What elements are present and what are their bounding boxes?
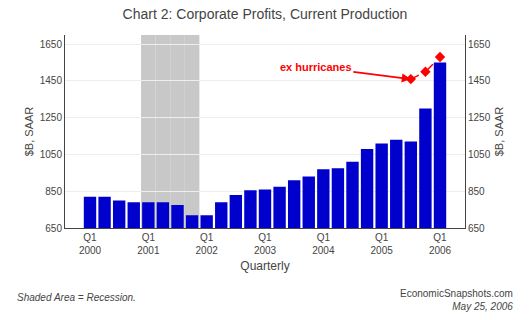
svg-text:Q12006: Q12006 (429, 232, 452, 256)
svg-text:$B, SAAR: $B, SAAR (23, 107, 35, 157)
svg-text:Q12002: Q12002 (196, 232, 219, 256)
svg-text:Q12001: Q12001 (137, 232, 160, 256)
svg-text:1050: 1050 (468, 149, 491, 160)
svg-text:650: 650 (468, 223, 485, 234)
svg-text:1050: 1050 (40, 149, 63, 160)
svg-text:850: 850 (45, 186, 62, 197)
svg-text:$B, SAAR: $B, SAAR (493, 107, 505, 157)
svg-text:1250: 1250 (468, 112, 491, 123)
svg-text:850: 850 (468, 186, 485, 197)
svg-text:Quarterly: Quarterly (240, 259, 289, 273)
svg-text:1650: 1650 (468, 39, 491, 50)
svg-text:1450: 1450 (468, 75, 491, 86)
svg-text:Q12000: Q12000 (79, 232, 102, 256)
svg-text:1650: 1650 (40, 39, 63, 50)
svg-text:Q12004: Q12004 (312, 232, 335, 256)
svg-text:1250: 1250 (40, 112, 63, 123)
svg-text:1450: 1450 (40, 75, 63, 86)
svg-text:Shaded Area = Recession.: Shaded Area = Recession. (17, 292, 136, 303)
svg-text:EconomicSnapshots.comMay 25, 2: EconomicSnapshots.comMay 25, 2006 (400, 288, 513, 312)
svg-text:Q12005: Q12005 (371, 232, 394, 256)
svg-text:Q12003: Q12003 (254, 232, 277, 256)
svg-text:650: 650 (45, 223, 62, 234)
svg-text:Chart 2: Corporate Profits, Cu: Chart 2: Corporate Profits, Current Prod… (123, 6, 408, 22)
svg-text:ex hurricanes: ex hurricanes (280, 61, 352, 73)
